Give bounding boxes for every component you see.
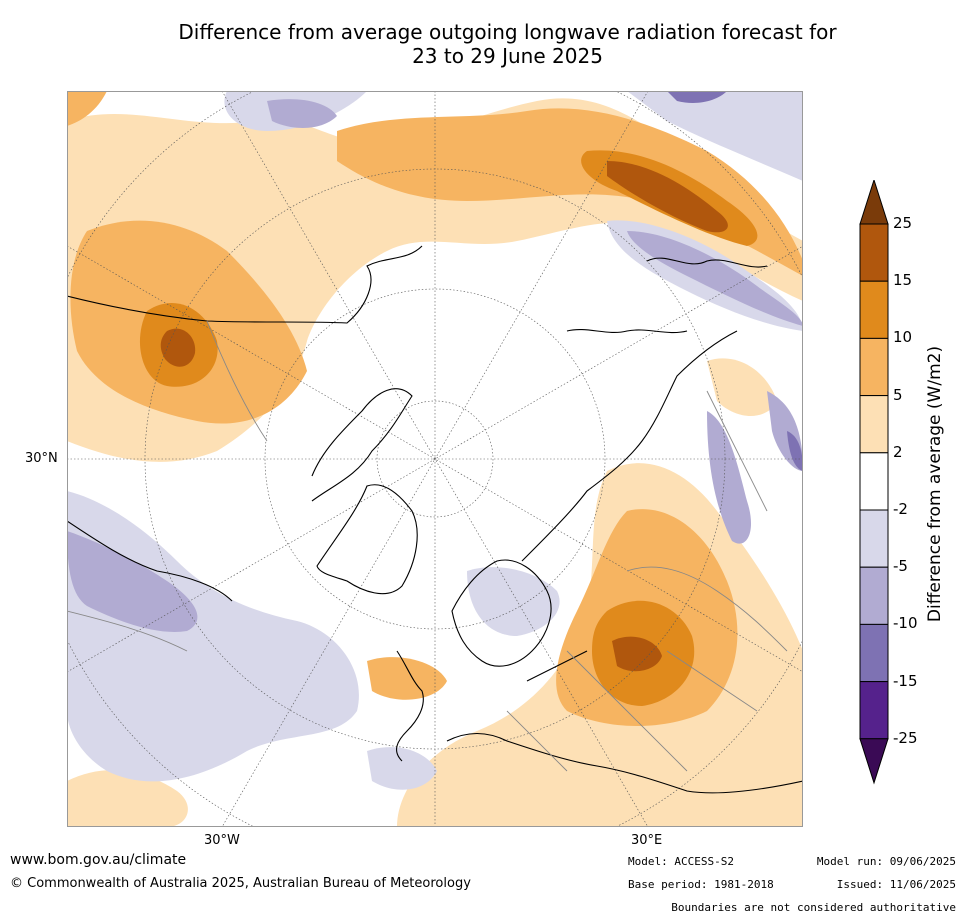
title-line-1: Difference from average outgoing longwav…: [178, 20, 837, 44]
anomaly-15-25: [160, 161, 728, 672]
model-run: Model run: 09/06/2025: [816, 855, 956, 868]
colorbar-segment: [859, 223, 889, 282]
colorbar-tick-label: -5: [893, 557, 908, 576]
coastlines: [67, 245, 803, 794]
country-borders: [67, 320, 788, 772]
website-link[interactable]: www.bom.gov.au/climate: [10, 852, 187, 868]
colorbar-segment: [859, 681, 889, 740]
colorbar-segment: [859, 566, 889, 625]
colorbar-tick-label: 25: [893, 214, 913, 232]
anomaly-minus5-minus10: [67, 99, 803, 632]
colorbar-segment: [859, 452, 889, 511]
colorbar-tick-label: 2: [893, 442, 903, 461]
colorbar-tick-label: -15: [893, 671, 918, 690]
colorbar-tick-label: 15: [893, 271, 913, 290]
polar-anomaly-map: [67, 91, 803, 827]
colorbar-tick-label: -2: [893, 500, 908, 518]
colorbar-segment: [859, 337, 889, 397]
colorbar-tick-label: 5: [893, 385, 903, 404]
colorbar-extend-top: [859, 180, 889, 225]
colorbar-tick-label: -10: [893, 614, 918, 633]
colorbar-extend-bottom: [859, 738, 889, 785]
map-title: Difference from average outgoing longwav…: [0, 20, 965, 68]
colorbar-tick-label: 10: [893, 328, 913, 347]
longitude-label-east: 30°E: [631, 833, 663, 848]
base-period: Base period: 1981-2018: [628, 878, 774, 891]
map-frame: [67, 91, 803, 827]
graticule: [67, 91, 803, 827]
colorbar-segment: [859, 509, 889, 568]
colorbar-segment: [859, 623, 889, 683]
latitude-label: 30°N: [25, 451, 58, 466]
copyright-text: © Commonwealth of Australia 2025, Austra…: [10, 876, 471, 891]
model-name: Model: ACCESS-S2: [628, 855, 734, 868]
longitude-label-west: 30°W: [204, 833, 240, 848]
title-line-2: 23 to 29 June 2025: [412, 44, 603, 68]
issued-date: Issued: 11/06/2025: [836, 878, 956, 891]
colorbar: [859, 180, 889, 785]
boundaries-disclaimer: Boundaries are not considered authoritat…: [671, 901, 956, 914]
colorbar-tick-label: -25: [893, 728, 918, 747]
colorbar-segment: [859, 395, 889, 454]
colorbar-segment: [859, 280, 889, 339]
anomaly-minus10-minus15: [667, 91, 803, 471]
colorbar-label: Difference from average (W/m2): [925, 345, 945, 623]
